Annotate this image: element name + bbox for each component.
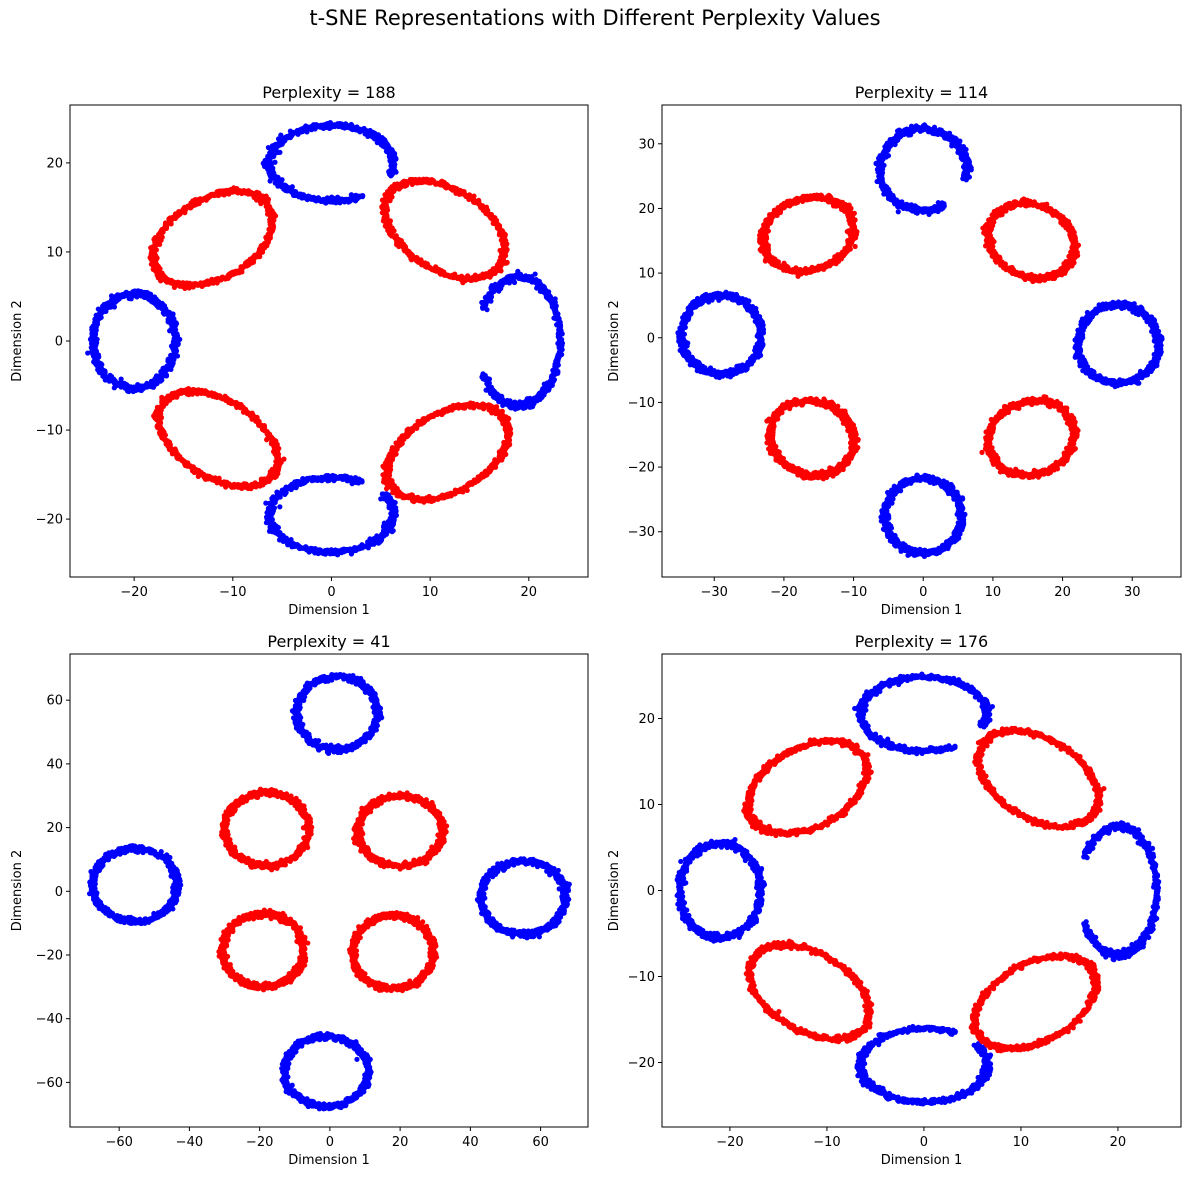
data-point xyxy=(551,315,557,321)
subplot-perplexity-114: −30 −20 −10 0 10 20 30−30−20−100102030Perplexi… xyxy=(607,83,1182,618)
data-point xyxy=(168,221,174,227)
data-point xyxy=(480,305,486,311)
x-tick-label: 0 xyxy=(327,585,335,600)
blue-cluster-1 xyxy=(878,472,968,560)
data-point xyxy=(495,264,501,270)
data-point xyxy=(486,376,493,382)
data-point xyxy=(390,512,396,518)
data-point xyxy=(264,201,270,207)
data-point xyxy=(378,496,384,502)
x-tick-label: 10 xyxy=(422,585,439,600)
y-tick-label: −10 xyxy=(36,424,63,439)
blue-cluster-2 xyxy=(675,289,767,381)
y-axis-label: Dimension 2 xyxy=(10,300,25,382)
data-point xyxy=(484,307,490,313)
x-tick-label: 20 xyxy=(521,585,538,600)
data-point xyxy=(263,500,269,506)
red-cluster-7 xyxy=(380,400,514,505)
data-point xyxy=(537,288,543,294)
data-point xyxy=(534,285,540,291)
data-point xyxy=(85,350,91,356)
data-point xyxy=(381,520,387,526)
blue-cluster-2 xyxy=(85,288,183,395)
data-point xyxy=(158,278,164,284)
data-point xyxy=(895,209,901,215)
data-point xyxy=(281,456,287,462)
blue-cluster-3 xyxy=(479,268,566,412)
x-axis-label: Dimension 1 xyxy=(288,603,370,618)
data-point xyxy=(277,504,283,510)
red-cluster-6 xyxy=(151,386,287,492)
data-point xyxy=(360,192,366,199)
data-point xyxy=(390,528,396,534)
blue-cluster-1 xyxy=(263,472,399,558)
red-cluster-5 xyxy=(379,176,510,286)
y-tick-label: 0 xyxy=(55,335,63,350)
data-point xyxy=(379,491,385,497)
data-point xyxy=(282,491,288,498)
figure-title: t-SNE Representations with Different Per… xyxy=(309,6,881,30)
data-point xyxy=(941,201,947,207)
data-point xyxy=(383,486,390,492)
data-point xyxy=(172,338,178,344)
data-point xyxy=(367,536,373,542)
y-tick-label: 20 xyxy=(46,156,63,171)
subplot-perplexity-188: −20 −10 0 10 20 −20 −10 0 10 20 Perplexity = 188 Di… xyxy=(10,83,589,618)
data-point xyxy=(374,533,380,539)
x-tick-label: −20 xyxy=(120,585,147,600)
subplot-title: Perplexity = 188 xyxy=(262,83,395,102)
y-tick-label: −20 xyxy=(36,513,63,528)
axes-frame xyxy=(69,104,589,578)
data-point xyxy=(961,513,967,519)
data-point xyxy=(186,285,192,291)
data-point xyxy=(483,204,490,210)
data-point xyxy=(498,268,504,274)
data-point xyxy=(963,167,970,174)
data-point xyxy=(557,338,563,345)
data-point xyxy=(946,130,953,136)
data-point xyxy=(288,486,294,493)
blue-cluster-0 xyxy=(873,122,974,217)
data-point xyxy=(968,167,974,173)
data-point xyxy=(157,241,163,248)
data-point xyxy=(267,178,273,184)
data-point xyxy=(389,160,395,166)
data-point xyxy=(956,535,962,541)
data-point xyxy=(492,457,498,463)
data-point xyxy=(956,513,962,519)
data-point xyxy=(267,471,273,478)
data-point xyxy=(500,415,506,421)
blue-cluster-0 xyxy=(260,119,399,206)
x-tick-label: −10 xyxy=(219,585,246,600)
red-cluster-4 xyxy=(147,185,279,292)
y-tick-label: 10 xyxy=(46,245,63,260)
data-point xyxy=(471,193,477,199)
data-point xyxy=(165,316,171,323)
